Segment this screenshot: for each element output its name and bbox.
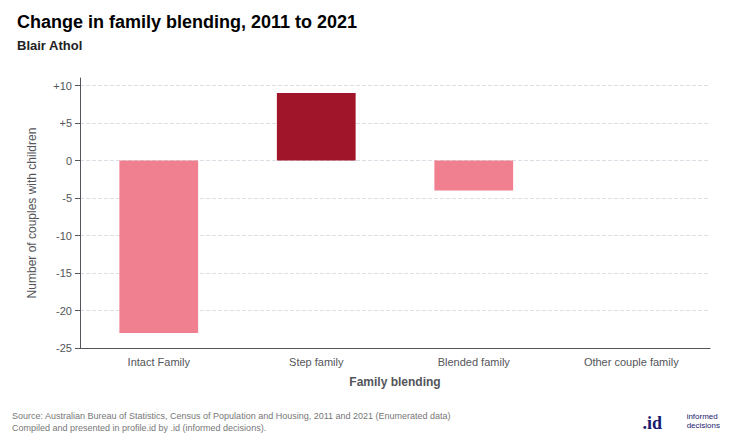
svg-text:-5: -5 [62, 192, 72, 204]
svg-text:Compiled and presented in prof: Compiled and presented in profile.id by … [12, 423, 266, 433]
svg-text:Blended family: Blended family [438, 356, 511, 368]
svg-text:informed: informed [687, 412, 718, 421]
svg-text:Change in family blending, 201: Change in family blending, 2011 to 2021 [17, 12, 357, 32]
svg-text:.id: .id [642, 413, 662, 433]
svg-text:Blair Athol: Blair Athol [17, 38, 82, 53]
svg-text:-10: -10 [56, 230, 72, 242]
svg-text:Other couple family: Other couple family [584, 356, 679, 368]
svg-text:-20: -20 [56, 305, 72, 317]
svg-text:Intact Family: Intact Family [128, 356, 191, 368]
svg-text:Source: Australian Bureau of S: Source: Australian Bureau of Statistics,… [12, 411, 451, 421]
svg-text:Step family: Step family [289, 356, 344, 368]
svg-text:-15: -15 [56, 267, 72, 279]
svg-text:+5: +5 [59, 117, 72, 129]
svg-text:+10: +10 [53, 80, 72, 92]
svg-text:-25: -25 [56, 342, 72, 354]
svg-text:decisions: decisions [687, 421, 720, 430]
svg-text:0: 0 [66, 155, 72, 167]
svg-text:Number of couples with childre: Number of couples with children [25, 128, 39, 299]
svg-text:Family blending: Family blending [349, 375, 440, 389]
